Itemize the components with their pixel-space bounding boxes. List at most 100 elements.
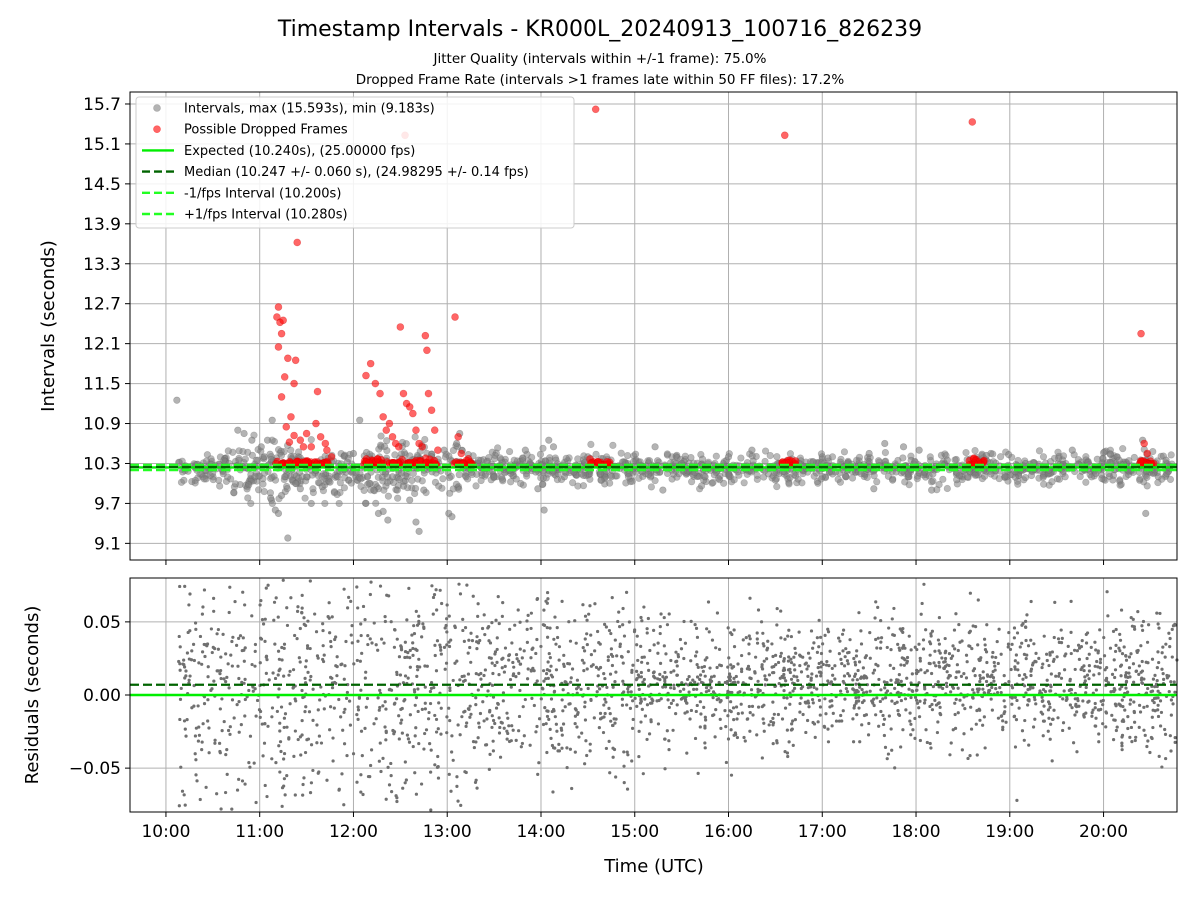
residual-point xyxy=(806,701,811,705)
residual-point xyxy=(911,728,915,732)
interval-point xyxy=(939,475,947,483)
interval-point xyxy=(505,447,514,456)
residual-point xyxy=(879,636,884,640)
interval-point xyxy=(901,478,909,486)
interval-point xyxy=(1130,453,1138,462)
interval-point xyxy=(292,479,300,488)
residual-point xyxy=(417,657,421,661)
interval-point xyxy=(370,486,378,494)
residual-point xyxy=(1008,647,1013,652)
residual-point xyxy=(704,686,709,690)
residual-point xyxy=(630,759,634,763)
residual-point xyxy=(813,735,817,739)
residual-point xyxy=(450,750,454,754)
interval-point xyxy=(379,507,387,516)
residual-point xyxy=(1085,673,1090,677)
residual-point xyxy=(717,680,721,685)
residual-point xyxy=(1087,669,1092,673)
interval-point xyxy=(394,494,402,502)
residual-point xyxy=(1046,700,1051,704)
residual-point xyxy=(985,623,989,627)
residual-point xyxy=(413,734,417,738)
residual-point xyxy=(1102,635,1106,640)
residual-point xyxy=(616,619,620,624)
residual-point xyxy=(497,621,501,626)
residual-point xyxy=(848,638,852,642)
residual-point xyxy=(545,590,550,595)
residual-point xyxy=(322,653,326,657)
x-tick-label: 20:00 xyxy=(1079,822,1128,842)
residual-point xyxy=(487,639,491,643)
residual-point xyxy=(1003,705,1007,709)
interval-point xyxy=(296,485,304,493)
residual-point xyxy=(962,672,966,676)
residual-point xyxy=(792,674,796,678)
dropped-frame-point xyxy=(421,331,430,340)
residual-point xyxy=(839,713,843,718)
interval-point xyxy=(340,484,348,492)
residual-point xyxy=(833,664,837,668)
interval-point xyxy=(1142,509,1150,517)
interval-point xyxy=(929,470,937,478)
residual-point xyxy=(374,717,378,721)
residual-point xyxy=(1102,654,1107,658)
residual-point xyxy=(560,733,564,737)
residual-point xyxy=(793,717,797,722)
residual-point xyxy=(261,754,265,758)
residual-point xyxy=(621,606,625,611)
residual-point xyxy=(703,715,707,719)
residual-point xyxy=(1027,698,1031,702)
residual-point xyxy=(243,697,247,702)
residual-point xyxy=(954,697,958,702)
interval-point xyxy=(971,471,979,479)
residual-point xyxy=(392,702,397,706)
residual-point xyxy=(179,765,183,769)
residual-point xyxy=(535,724,539,729)
residual-point xyxy=(1045,678,1049,682)
interval-point xyxy=(1035,447,1044,455)
residual-point xyxy=(463,678,467,683)
residual-point xyxy=(792,655,796,659)
residual-point xyxy=(614,670,618,674)
residual-point xyxy=(763,674,767,678)
residual-point xyxy=(723,709,727,713)
residual-point xyxy=(922,701,927,705)
residual-point xyxy=(583,762,587,766)
residual-point xyxy=(1129,725,1134,730)
residual-point xyxy=(642,605,646,609)
residual-point xyxy=(780,717,785,721)
residual-point xyxy=(355,658,359,663)
residual-point xyxy=(772,670,776,675)
residual-point xyxy=(200,740,204,744)
residual-point xyxy=(989,697,993,701)
x-tick-label: 12:00 xyxy=(329,822,378,842)
y-tick-label: 15.7 xyxy=(83,95,121,115)
dropped-frame-point xyxy=(285,438,294,446)
dropped-frame-point xyxy=(296,436,305,444)
interval-point xyxy=(981,472,989,480)
residual-point xyxy=(611,654,615,658)
residual-point xyxy=(704,718,708,722)
residual-point xyxy=(512,665,516,669)
residual-point xyxy=(381,756,385,760)
residual-point xyxy=(667,739,671,743)
residual-point xyxy=(1164,756,1168,761)
residual-point xyxy=(1157,754,1161,758)
residual-point xyxy=(363,726,367,731)
residual-point xyxy=(875,646,879,650)
residual-point xyxy=(276,615,280,619)
residual-point xyxy=(518,688,522,693)
residual-point xyxy=(649,720,653,724)
interval-point xyxy=(534,485,542,493)
residual-point xyxy=(685,751,689,755)
residual-point xyxy=(502,726,506,730)
residual-point xyxy=(779,651,783,655)
residual-point xyxy=(1037,656,1041,660)
residual-point xyxy=(658,631,662,636)
y-axis-label: Residuals (seconds) xyxy=(22,606,43,785)
residual-point xyxy=(936,720,940,724)
residual-point xyxy=(998,685,1002,690)
residual-point xyxy=(1029,667,1034,671)
residual-point xyxy=(782,676,786,680)
